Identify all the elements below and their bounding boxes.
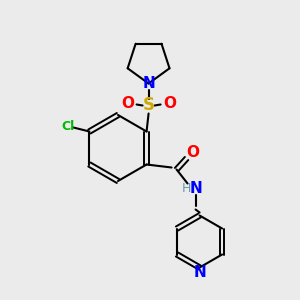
Text: N: N [193,265,206,280]
Text: Cl: Cl [62,120,75,133]
Text: S: S [142,97,154,115]
Text: N: N [189,181,202,196]
Text: O: O [121,96,134,111]
Text: H: H [182,182,191,195]
Text: N: N [142,76,155,91]
Text: O: O [163,96,176,111]
Text: O: O [186,145,199,160]
